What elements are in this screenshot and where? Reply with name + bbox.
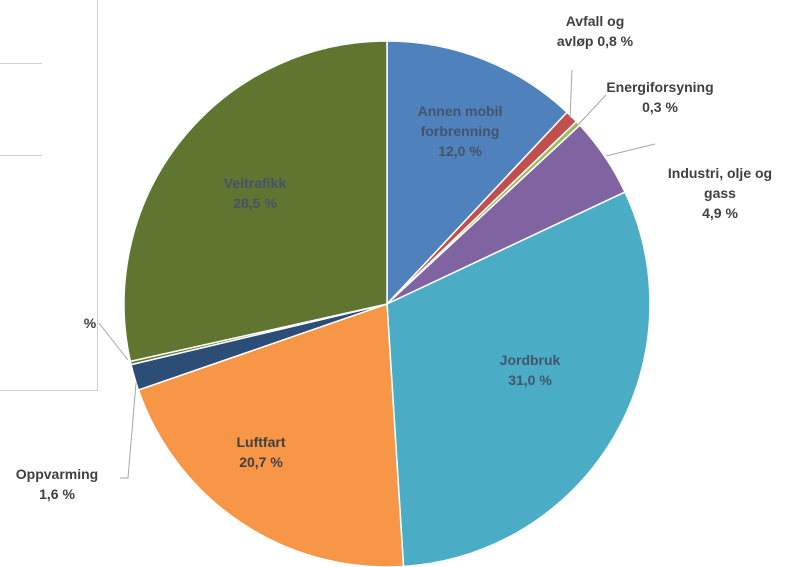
data-label-annen-mobil-forbrenning: forbrenning — [421, 123, 500, 139]
leader-line-energiforsyning — [574, 94, 607, 129]
pie-slice-veitrafikk — [123, 40, 388, 363]
data-label-unlabeled: % — [84, 315, 97, 331]
pie-slice-luftfart — [137, 303, 405, 567]
leader-line-unlabeled — [98, 322, 129, 361]
data-label-value-oppvarming: 1,6 % — [39, 486, 75, 502]
leader-line-oppvarming — [120, 382, 137, 479]
data-label-value-industri-olje-og-gass: 4,9 % — [702, 205, 738, 221]
data-label-luftfart: Luftfart — [237, 434, 286, 450]
data-label-jordbruk: Jordbruk — [500, 352, 561, 368]
frame-gridline-2 — [0, 155, 42, 156]
data-label-veitrafikk: Veitrafikk — [224, 175, 286, 191]
frame-border-bottom — [0, 390, 98, 391]
data-label-industri-olje-og-gass: Industri, olje og — [668, 165, 772, 181]
data-label-value-jordbruk: 31,0 % — [508, 372, 552, 388]
data-label-annen-mobil-forbrenning: Annen mobil — [418, 103, 503, 119]
data-label-value-luftfart: 20,7 % — [239, 454, 283, 470]
frame-border-right — [97, 0, 98, 390]
leader-line-avfall-og-avl-p — [569, 69, 573, 119]
pie-slice-jordbruk — [386, 191, 651, 567]
data-label-industri-olje-og-gass: gass — [704, 185, 736, 201]
leader-line-industri-olje-og-gass — [605, 143, 656, 157]
data-label-value-annen-mobil-forbrenning: 12,0 % — [438, 143, 482, 159]
data-label-avfall-og-avl-p: Avfall og — [566, 13, 625, 29]
data-label-avfall-og-avl-p: avløp 0,8 % — [557, 33, 634, 49]
data-label-value-veitrafikk: 28,5 % — [233, 195, 277, 211]
frame-gridline-1 — [0, 63, 42, 64]
data-label-value-energiforsyning: 0,3 % — [642, 99, 678, 115]
data-label-energiforsyning: Energiforsyning — [606, 79, 713, 95]
data-label-oppvarming: Oppvarming — [16, 466, 98, 482]
pie-slice-annen-mobil-forbrenning — [386, 40, 568, 305]
